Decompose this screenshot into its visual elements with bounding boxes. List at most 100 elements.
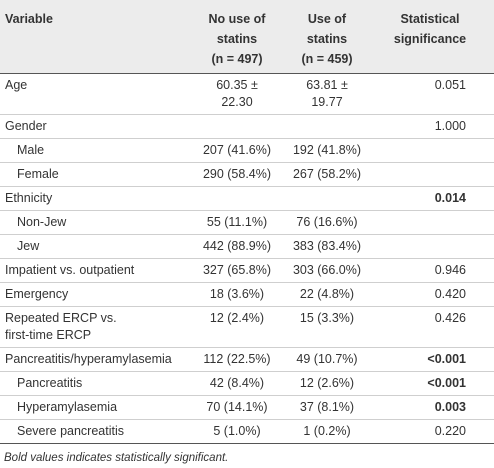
table-cell: 0.420 [366, 282, 494, 307]
cell-text: 37 (8.1%) [299, 400, 355, 414]
cell-text: Pancreatitis [17, 376, 83, 390]
table-cell: 22 (4.8%) [288, 282, 366, 307]
header-text: Statistical [400, 12, 460, 26]
table-cell: 15 (3.3%) [288, 306, 366, 348]
table-cell: 70 (14.1%) [186, 395, 288, 420]
cell-text: 42 (8.4%) [209, 376, 265, 390]
table-cell [288, 186, 366, 211]
cell-text: Emergency [5, 287, 69, 301]
table-cell: 12 (2.6%) [288, 371, 366, 396]
table-cell [366, 234, 494, 259]
table-cell: <0.001 [366, 347, 494, 372]
cell-text: 112 (22.5%) [203, 352, 271, 366]
table-cell: 60.35 ± 22.30 [186, 73, 288, 115]
table-cell [366, 210, 494, 235]
table-cell: Age [0, 73, 186, 115]
header-text: statins [216, 32, 258, 46]
cell-text: 18 (3.6%) [209, 287, 265, 301]
cell-text: 70 (14.1%) [206, 400, 268, 414]
table-cell: <0.001 [366, 371, 494, 396]
table-cell: 327 (65.8%) [186, 258, 288, 283]
table-cell: 192 (41.8%) [288, 138, 366, 163]
header-cell: Variable [0, 0, 186, 74]
table-row: Female 290 (58.4%) 267 (58.2%) [0, 162, 494, 187]
table-cell: 12 (2.4%) [186, 306, 288, 348]
table-cell: 0.426 [366, 306, 494, 348]
table-cell [366, 162, 494, 187]
table-cell: 55 (11.1%) [186, 210, 288, 235]
cell-text: 0.051 [434, 78, 466, 92]
cell-text: Pancreatitis/hyperamylasemia [5, 352, 172, 366]
table-cell: Male [0, 138, 186, 163]
cell-text: Non-Jew [17, 215, 67, 229]
cell-text: Hyperamylasemia [17, 400, 118, 414]
header-cell: Statistical significance [366, 0, 494, 74]
table-cell: 37 (8.1%) [288, 395, 366, 420]
cell-text: Impatient vs. outpatient [5, 263, 135, 277]
header-text: statins [306, 32, 348, 46]
cell-text: 192 (41.8%) [292, 143, 362, 157]
cell-text: 442 (88.9%) [202, 239, 272, 253]
cell-text: 0.946 [434, 263, 466, 277]
header-text: Use of [307, 12, 347, 26]
table-cell: Ethnicity [0, 186, 186, 211]
cell-text: 12 (2.6%) [299, 376, 355, 390]
table-cell [366, 138, 494, 163]
table-cell [186, 186, 288, 211]
cell-text: 0.220 [434, 424, 466, 438]
header-cell: Use of statins (n = 459) [288, 0, 366, 74]
table-cell: 0.946 [366, 258, 494, 283]
table-row: Severe pancreatitis 5 (1.0%) 1 (0.2%) 0.220 [0, 419, 494, 444]
table-row: Ethnicity 0.014 [0, 186, 494, 211]
table-row: Impatient vs. outpatient 327 (65.8%) 303 (… [0, 258, 494, 283]
table-cell: Pancreatitis [0, 371, 186, 396]
table-row: Emergency 18 (3.6%) 22 (4.8%) 0.420 [0, 282, 494, 307]
header-cell: No use of statins (n = 497) [186, 0, 288, 74]
table-cell: 112 (22.5%) [186, 347, 288, 372]
table-cell: 0.051 [366, 73, 494, 115]
table-cell [288, 114, 366, 139]
table-cell [186, 114, 288, 139]
cell-text: Male [17, 143, 45, 157]
table-cell: 207 (41.6%) [186, 138, 288, 163]
table-cell: 1 (0.2%) [288, 419, 366, 444]
cell-text: 49 (10.7%) [296, 352, 358, 366]
cell-text: Female [17, 167, 59, 181]
data-table: Variable No use of statins (n = 497) Use of s… [0, 0, 494, 444]
cell-text: Jew [17, 239, 40, 253]
table-cell: 42 (8.4%) [186, 371, 288, 396]
table-row: Non-Jew 55 (11.1%) 76 (16.6%) [0, 210, 494, 235]
table-row: Pancreatitis 42 (8.4%) 12 (2.6%) <0.001 [0, 371, 494, 396]
cell-text: 207 (41.6%) [202, 143, 272, 157]
table-cell: 290 (58.4%) [186, 162, 288, 187]
table-cell: Jew [0, 234, 186, 259]
cell-text: 22.30 [221, 95, 253, 109]
table-cell: 49 (10.7%) [288, 347, 366, 372]
cell-text: 15 (3.3%) [299, 311, 355, 325]
table-cell: Impatient vs. outpatient [0, 258, 186, 283]
header-text: significance [393, 32, 467, 46]
table-row: Male 207 (41.6%) 192 (41.8%) [0, 138, 494, 163]
table-cell: 0.220 [366, 419, 494, 444]
table-cell: Gender [0, 114, 186, 139]
cell-text: <0.001 [427, 376, 466, 390]
cell-text: 0.003 [434, 400, 466, 414]
table-cell: 1.000 [366, 114, 494, 139]
cell-text: 19.77 [311, 95, 343, 109]
table-cell: 5 (1.0%) [186, 419, 288, 444]
table-cell: 303 (66.0%) [288, 258, 366, 283]
cell-text: 22 (4.8%) [299, 287, 355, 301]
cell-text: 267 (58.2%) [292, 167, 362, 181]
header-row: Variable No use of statins (n = 497) Use of s… [0, 0, 494, 74]
table-cell: 0.003 [366, 395, 494, 420]
cell-text: Severe pancreatitis [17, 424, 125, 438]
cell-text: 63.81 ± [306, 78, 348, 92]
header-text: (n = 459) [301, 52, 353, 66]
table-cell: 76 (16.6%) [288, 210, 366, 235]
table-body: Age 60.35 ± 22.30 63.81 ± 19.77 0.051 Gender 1.… [0, 73, 494, 444]
table-row: Repeated ERCP vs. first-time ERCP 12 (2.4%… [0, 306, 494, 348]
cell-text: Ethnicity [5, 191, 53, 205]
cell-text: first-time ERCP [5, 328, 92, 342]
cell-text: 76 (16.6%) [296, 215, 358, 229]
